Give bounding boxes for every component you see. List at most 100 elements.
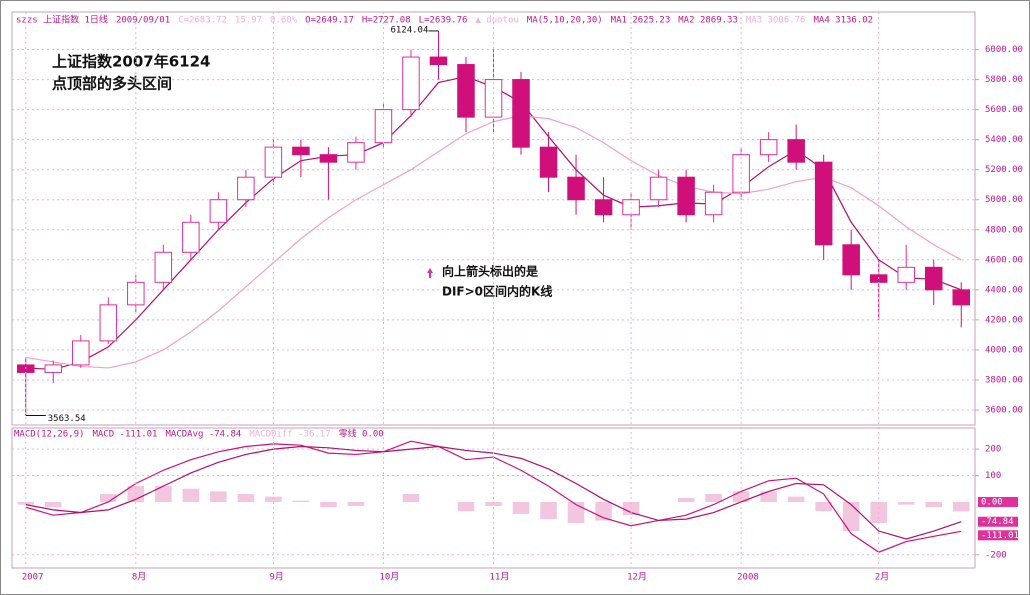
candle-body	[704, 191, 723, 216]
candle-body	[292, 146, 310, 156]
x-tick-label: 8月	[132, 572, 146, 583]
y-tick-label: 200	[985, 445, 1001, 455]
header-text: MA1 2625.23	[611, 16, 671, 26]
candle-body	[924, 266, 943, 291]
candle-body	[402, 56, 420, 111]
header-text: O=2649.17	[305, 16, 354, 26]
macd-bar	[347, 501, 365, 506]
candle-body	[44, 364, 63, 373]
x-tick-label: 9月	[269, 572, 283, 583]
x-tick-label: 2008	[737, 573, 759, 583]
y-tick-label: 4800.00	[985, 225, 1023, 235]
header-text: MA(5,10,20,30)	[527, 16, 603, 26]
macd-bar	[265, 496, 282, 502]
candle-body	[182, 221, 200, 253]
value-tag-box	[978, 530, 1018, 541]
value-tag: 0.00	[981, 497, 1003, 507]
candle-body	[539, 146, 558, 178]
x-tick-label: 2月	[875, 572, 889, 583]
macd-bar	[100, 494, 117, 502]
header-text: MACD -111.01	[92, 430, 157, 440]
arrow-icon	[427, 268, 433, 278]
candle-body	[677, 176, 695, 216]
annotation-title: 点顶部的多头区间	[52, 75, 172, 93]
macd-bar	[402, 494, 420, 502]
header-text: MACD(12,26,9)	[14, 430, 84, 440]
annotation-title: 上证指数2007年6124	[52, 53, 211, 71]
candle-body	[952, 289, 970, 306]
y-tick-label: 5000.00	[985, 195, 1023, 205]
annotation-label: 3563.54	[48, 414, 86, 424]
macd-bar	[677, 498, 695, 502]
macd-bar	[925, 501, 942, 508]
macd-bar	[842, 501, 860, 532]
header-text: H=2727.08	[362, 16, 411, 26]
candle-body	[842, 244, 860, 276]
header-text: 零线 0.00	[339, 428, 384, 440]
candle-body	[759, 139, 778, 156]
macd-bar	[45, 501, 62, 508]
value-tag-box	[978, 496, 1018, 507]
macd-bar	[787, 496, 805, 502]
y-tick-label: 4600.00	[985, 255, 1023, 265]
candle-body	[457, 64, 475, 118]
y-tick-label: 5600.00	[985, 105, 1023, 115]
x-tick-label: 10月	[379, 572, 399, 583]
macd-bar	[210, 491, 227, 502]
y-tick-label: 5400.00	[985, 135, 1023, 145]
candle-body	[99, 304, 118, 342]
candle-body	[512, 79, 530, 148]
macd-bar	[320, 501, 337, 508]
macd-bar	[732, 491, 750, 502]
macd-bar	[897, 501, 915, 505]
y-tick-label: 6000.00	[985, 45, 1023, 55]
macd-bar	[815, 501, 832, 512]
candle-body	[567, 176, 585, 201]
header-text: C=2683.72	[178, 16, 227, 26]
macd-bar	[182, 488, 200, 502]
y-tick-label: 4000.00	[985, 345, 1023, 355]
macd-bar	[237, 494, 255, 502]
macd-bar	[705, 494, 722, 502]
candle-body	[429, 56, 448, 66]
macd-bar	[155, 486, 172, 502]
header-text: MA3 3006.76	[746, 16, 806, 26]
y-tick-label: 5200.00	[985, 165, 1023, 175]
macd-bar	[952, 501, 970, 512]
y-tick-label: 3600.00	[985, 405, 1023, 415]
macd-bar	[512, 501, 530, 514]
candle-body	[814, 161, 833, 246]
candle-body	[209, 199, 228, 223]
x-tick-label: 12月	[627, 572, 647, 583]
header-text: 0.60%	[270, 16, 298, 26]
candle-body	[347, 142, 365, 163]
annotation-note: DIF>0区间内的K线	[442, 284, 552, 299]
header-text: szzs 上证指数 1日线	[16, 14, 108, 26]
header-text: MA2 2869.33	[678, 16, 738, 26]
value-tag: -74.84	[981, 517, 1014, 527]
macd-bar	[292, 500, 310, 502]
candle-body	[897, 266, 915, 283]
header-text: 2009/09/01	[116, 16, 170, 26]
value-tag: -111.01	[981, 531, 1019, 541]
y-tick-label: 100	[985, 471, 1001, 481]
header-text: MACDAvg -74.84	[165, 430, 241, 440]
macd-bar	[760, 491, 777, 502]
header-text: ▲ duotou	[475, 16, 518, 26]
candle-body	[319, 154, 338, 163]
macd-bar	[540, 501, 557, 520]
macd-bar	[457, 501, 475, 512]
y-tick-label: 4400.00	[985, 285, 1023, 295]
header-text: MACDDiff -36.17	[249, 430, 330, 440]
x-tick-label: 2007	[22, 573, 44, 583]
x-tick-label: 11月	[490, 572, 510, 583]
candle-body	[237, 176, 255, 201]
value-tag-box	[978, 516, 1018, 527]
candle-body	[594, 199, 613, 216]
header-text: MA4 3136.02	[813, 16, 873, 26]
candle-body	[154, 251, 173, 283]
annotation-label: 6124.04	[390, 25, 428, 35]
y-tick-label: 3800.00	[985, 375, 1023, 385]
header-text: L=2639.76	[419, 16, 468, 26]
